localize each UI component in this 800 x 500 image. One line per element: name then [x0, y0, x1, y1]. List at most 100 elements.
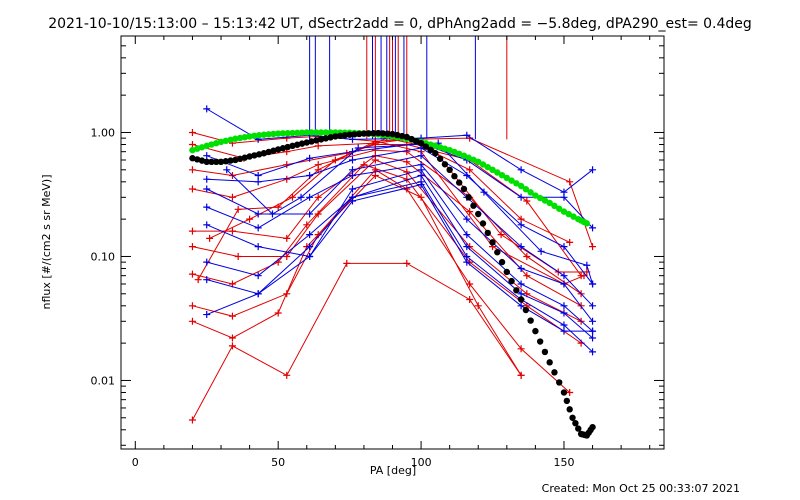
- plus-marker: [254, 178, 262, 186]
- plus-marker: [306, 243, 314, 251]
- plus-marker: [517, 193, 525, 201]
- series-line: [192, 131, 594, 247]
- curve-point: [303, 139, 310, 146]
- plus-marker: [254, 171, 262, 179]
- curve-point: [451, 173, 458, 180]
- plus-marker: [463, 258, 471, 266]
- curve-point: [465, 194, 472, 201]
- curve-point: [498, 258, 506, 266]
- plus-marker: [188, 302, 196, 310]
- y-tick-label: 0.10: [91, 250, 116, 263]
- curve-point: [572, 419, 579, 427]
- plus-marker: [203, 185, 211, 193]
- curve-point: [375, 129, 382, 137]
- curve-point: [494, 249, 501, 256]
- curve-point: [532, 192, 539, 199]
- series-line: [206, 181, 593, 353]
- x-tick-label: 150: [553, 456, 574, 469]
- curve-point: [527, 317, 534, 324]
- plus-marker: [188, 243, 196, 251]
- plus-marker: [203, 258, 211, 266]
- plus-marker: [188, 185, 196, 193]
- plus-marker: [589, 348, 597, 356]
- created-timestamp: Created: Mon Oct 25 00:33:07 2021: [541, 482, 740, 495]
- plus-marker: [517, 345, 525, 353]
- plus-marker: [371, 156, 379, 164]
- curve-point: [294, 141, 301, 148]
- plus-marker: [348, 135, 356, 143]
- curve-point: [513, 287, 520, 294]
- plus-marker: [254, 224, 262, 232]
- plus-marker: [583, 261, 591, 269]
- plus-marker: [537, 247, 545, 255]
- plus-marker: [589, 334, 597, 342]
- curve-point: [317, 136, 325, 143]
- plus-marker: [466, 208, 474, 216]
- plus-marker: [254, 210, 262, 218]
- curve-point: [294, 129, 301, 137]
- curve-point: [217, 158, 225, 166]
- curve-point: [522, 185, 530, 193]
- plus-marker: [566, 178, 574, 186]
- curve-point: [384, 130, 391, 137]
- curve-point: [508, 177, 515, 184]
- plus-marker: [254, 243, 262, 251]
- curve-point: [289, 129, 296, 137]
- plus-marker: [306, 154, 314, 162]
- curve-point: [441, 161, 449, 168]
- curve-point: [541, 348, 549, 356]
- curve-point: [355, 130, 363, 138]
- plus-marker: [283, 371, 291, 379]
- curve-point: [532, 327, 539, 335]
- curve-point: [565, 210, 572, 218]
- plus-marker: [246, 215, 254, 223]
- green-curve: [189, 129, 591, 227]
- curve-point: [417, 139, 425, 147]
- curve-point: [513, 180, 520, 187]
- curve-point: [246, 133, 253, 140]
- curve-point: [222, 158, 229, 165]
- plus-marker: [306, 231, 314, 239]
- plus-marker: [371, 171, 379, 179]
- red-series-9: [188, 259, 525, 424]
- plus-marker: [589, 224, 597, 232]
- plus-marker: [348, 197, 356, 205]
- curve-point: [336, 132, 344, 140]
- plus-marker: [348, 171, 356, 179]
- curve-point: [589, 423, 596, 431]
- red-series-3: [188, 146, 585, 298]
- curve-point: [351, 131, 358, 138]
- plus-marker: [343, 259, 351, 267]
- plus-marker: [223, 166, 231, 174]
- curve-point: [422, 143, 430, 150]
- red-series-10: [194, 137, 588, 288]
- plus-marker: [480, 188, 488, 196]
- plus-marker: [188, 166, 196, 174]
- plus-marker: [268, 210, 276, 218]
- plus-marker: [306, 171, 314, 179]
- curve-point: [208, 158, 215, 166]
- series-line: [206, 155, 593, 307]
- plus-marker: [417, 171, 425, 179]
- curve-point: [583, 220, 591, 227]
- plus-marker: [560, 302, 568, 310]
- plus-marker: [228, 227, 236, 235]
- curve-point: [317, 129, 325, 136]
- curve-point: [556, 379, 563, 386]
- plus-marker: [188, 128, 196, 136]
- plus-marker: [206, 234, 214, 242]
- curve-point: [360, 130, 368, 137]
- plus-marker: [560, 321, 568, 329]
- plus-marker: [274, 309, 282, 317]
- plus-marker: [589, 280, 597, 288]
- curve-point: [246, 153, 253, 160]
- plus-marker: [517, 243, 525, 251]
- plus-marker: [403, 259, 411, 267]
- plus-marker: [203, 152, 211, 160]
- curve-point: [503, 174, 511, 182]
- plus-marker: [517, 221, 525, 229]
- plus-marker: [194, 276, 202, 284]
- plus-marker: [417, 152, 425, 160]
- curve-point: [484, 163, 491, 171]
